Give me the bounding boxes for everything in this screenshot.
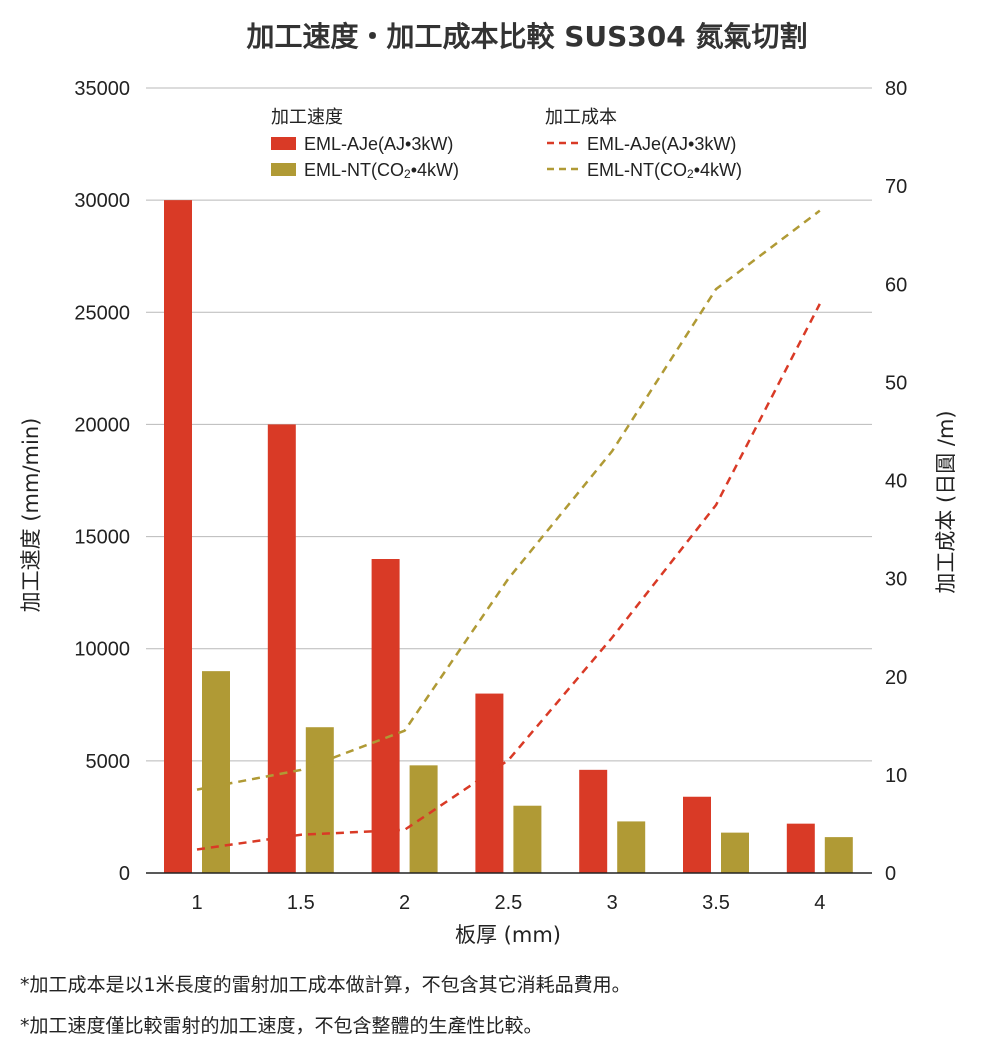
y-right-tick-label: 50 <box>885 372 907 394</box>
y-left-tick-label: 0 <box>119 863 130 885</box>
y-right-tick-label: 80 <box>885 78 907 100</box>
legend-speed-header: 加工速度 <box>271 107 343 128</box>
bar-aje <box>579 769 608 873</box>
footnote-speed: *加工速度僅比較雷射的加工速度，不包含整體的生產性比較。 <box>20 1015 543 1037</box>
legend: 加工速度 EML-AJe(AJ•3kW) EML-NT(CO2•4kW) 加工成… <box>271 107 742 181</box>
bar-nt <box>617 821 646 873</box>
y-left-tick-label: 20000 <box>74 414 130 436</box>
cost-lines <box>196 209 821 851</box>
x-tick-label: 2.5 <box>494 892 522 914</box>
y-left-tick-label: 5000 <box>86 751 131 773</box>
x-tick-label: 3.5 <box>702 892 730 914</box>
bar-nt <box>409 765 438 873</box>
x-tick-label: 1.5 <box>287 892 315 914</box>
legend-swatch-bar-ajE <box>271 137 296 150</box>
bar-aje <box>267 424 296 873</box>
footnote-cost: *加工成本是以1米長度的雷射加工成本做計算，不包含其它消耗品費用。 <box>20 974 631 996</box>
bars <box>164 200 853 874</box>
bar-aje <box>475 693 504 873</box>
y-right-tick-label: 60 <box>885 274 907 296</box>
bar-aje <box>164 200 192 874</box>
x-tick-label: 3 <box>607 892 618 914</box>
x-tick-label: 1 <box>191 892 202 914</box>
y-left-tick-label: 25000 <box>74 302 130 324</box>
bar-aje <box>683 796 711 873</box>
bar-aje <box>786 823 815 873</box>
bar-aje <box>371 559 400 873</box>
legend-label-line-nt: EML-NT(CO2•4kW) <box>587 160 742 181</box>
legend-cost-header: 加工成本 <box>545 107 617 128</box>
bar-nt <box>721 832 749 873</box>
y-left-tick-label: 35000 <box>74 78 130 100</box>
legend-label-line-ajE: EML-AJe(AJ•3kW) <box>587 134 736 154</box>
y-right-tick-label: 0 <box>885 863 896 885</box>
chart-title: 加工速度・加工成本比較 SUS304 氮氣切割 <box>246 20 807 53</box>
y-right-tick-label: 20 <box>885 667 907 689</box>
y-right-tick-label: 70 <box>885 176 907 198</box>
cost-line-aje <box>196 303 821 851</box>
x-tick-label: 4 <box>814 892 825 914</box>
x-tick-label: 2 <box>399 892 410 914</box>
y-left-tick-label: 30000 <box>74 190 130 212</box>
bar-nt <box>513 805 542 873</box>
y-axis-right-label: 加工成本 (日圓 /m) <box>934 410 958 593</box>
bar-nt <box>202 671 230 873</box>
y-right-tick-label: 40 <box>885 471 907 493</box>
y-left-tick-label: 15000 <box>74 527 130 549</box>
legend-swatch-bar-nt <box>271 163 296 176</box>
y-right-tick-label: 30 <box>885 569 907 591</box>
legend-label-bar-nt: EML-NT(CO2•4kW) <box>304 160 459 181</box>
y-axis-left-label: 加工速度 (mm/min) <box>19 418 43 613</box>
y-left-tick-label: 10000 <box>74 639 130 661</box>
x-axis-label: 板厚 (mm) <box>455 923 561 947</box>
y-right-tick-label: 10 <box>885 765 907 787</box>
bar-nt <box>305 727 334 873</box>
legend-label-bar-ajE: EML-AJe(AJ•3kW) <box>304 134 453 154</box>
cost-line-nt <box>196 209 821 791</box>
gridlines <box>146 87 872 762</box>
axes: 0 5000 10000 15000 20000 25000 30000 35000 0 10 20… <box>74 78 907 914</box>
bar-nt <box>824 837 853 873</box>
